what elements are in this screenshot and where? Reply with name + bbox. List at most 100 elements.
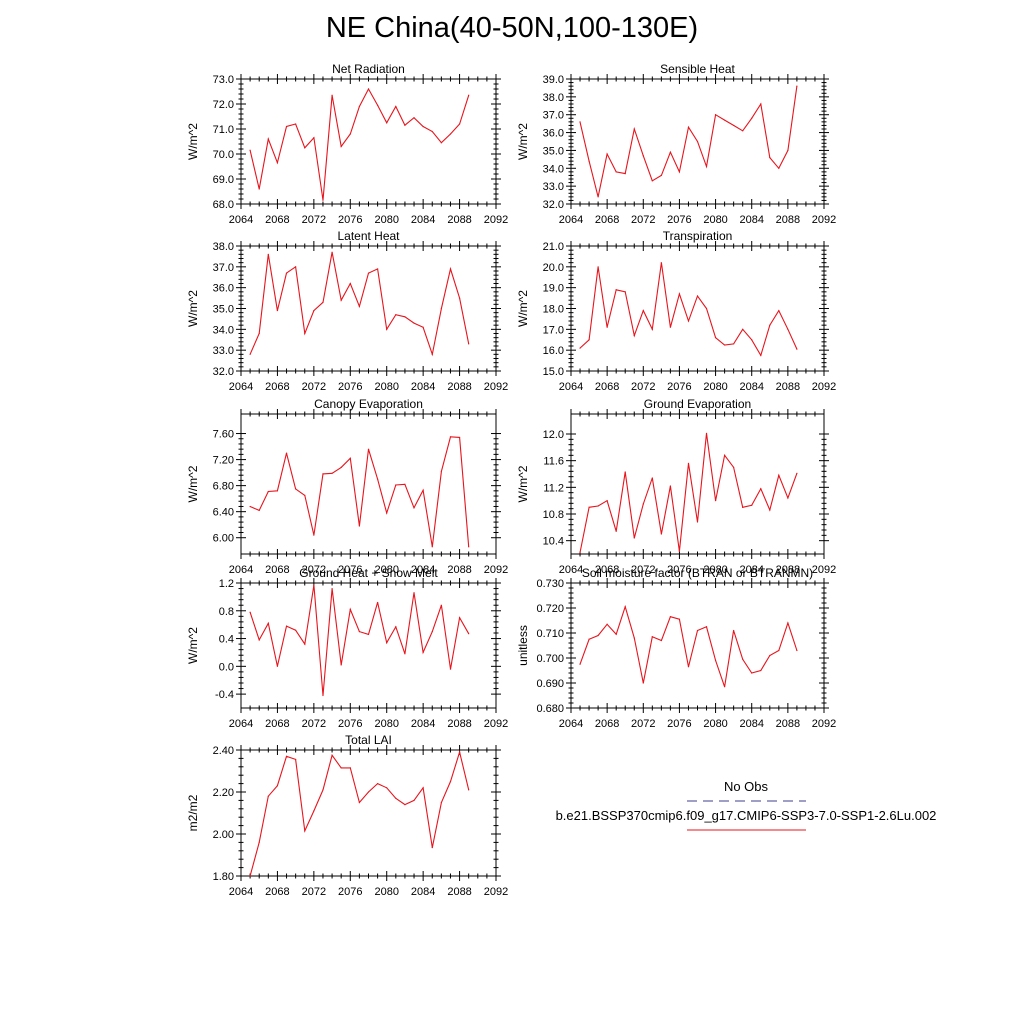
data-point [751,672,753,674]
data-point [760,488,762,490]
x-tick-label: 2080 [374,718,398,730]
data-point [331,94,333,96]
x-tick-label: 2076 [338,886,362,898]
data-point [285,125,288,128]
data-point [395,797,397,799]
chart-title: Ground Heat + Snow Melt [299,566,438,580]
data-point [787,622,789,624]
y-tick-label: 10.4 [543,536,564,548]
x-tick-label: 2064 [229,718,253,730]
data-point [724,686,726,688]
x-tick-label: 2076 [338,381,362,393]
data-point [615,530,617,532]
data-point [377,478,379,480]
data-point [358,305,360,308]
data-point [724,119,726,121]
plot-frame [570,413,825,555]
data-point [642,155,644,157]
data-point [349,133,351,135]
x-tick-label: 2084 [411,381,435,393]
data-point [705,626,708,628]
chart-title: Ground Evaporation [644,397,751,411]
data-point [733,124,735,127]
y-tick-label: 33.0 [543,181,564,193]
y-tick-label: 2.20 [213,787,234,799]
data-point [796,649,798,652]
data-point [377,104,379,106]
y-tick-label: 69.0 [213,174,234,186]
data-point [404,316,406,318]
data-point [579,347,581,349]
y-tick-label: 21.0 [543,241,564,253]
data-point [367,791,370,793]
data-point [633,334,635,337]
data-point [696,521,699,523]
data-point [267,490,269,493]
data-point [340,767,342,769]
data-point [276,665,279,667]
data-point [258,188,260,190]
data-point [431,130,433,133]
data-point [778,167,780,169]
data-point [660,262,662,264]
data-point [787,149,789,152]
y-tick-label: 0.4 [219,634,234,646]
y-axis-label: W/m^2 [186,123,200,160]
data-point [313,137,315,139]
y-tick-label: 6.80 [213,481,234,493]
data-point [295,123,297,125]
x-tick-label: 2072 [302,886,326,898]
x-tick-label: 2076 [338,564,362,576]
x-tick-label: 2068 [595,381,619,393]
data-point [588,160,590,162]
data-point [751,339,753,341]
series-line [249,87,470,201]
data-point [642,503,644,505]
data-point [386,642,388,644]
data-point [295,488,297,490]
x-tick-label: 2068 [265,886,289,898]
y-tick-label: 0.710 [536,628,564,640]
x-tick-label: 2092 [484,381,508,393]
x-tick-label: 2084 [739,214,763,226]
chart-title: Net Radiation [332,62,405,76]
y-tick-label: 20.0 [543,262,564,274]
y-tick-label: 32.0 [213,366,234,378]
plot-frame [240,749,497,877]
data-point [285,272,288,274]
data-point [588,638,590,640]
x-tick-label: 2092 [484,718,508,730]
x-tick-label: 2072 [631,718,655,730]
data-point [714,500,717,502]
data-point [404,483,406,485]
y-axis-label: W/m^2 [516,465,530,502]
y-axis-label: m2/m2 [186,794,200,831]
data-point [733,343,735,345]
data-point [413,507,415,509]
data-point [687,320,690,322]
series-line [249,585,470,696]
data-point [796,472,798,474]
data-point [449,436,452,438]
data-point [642,309,644,312]
x-tick-label: 2088 [447,564,471,576]
data-point [386,787,388,789]
x-tick-label: 2072 [302,718,326,730]
data-point [733,466,735,468]
y-tick-label: 0.720 [536,603,564,615]
data-point [422,125,424,128]
data-point [440,604,442,606]
data-point [276,785,279,787]
data-point [660,533,662,535]
data-point [468,343,470,345]
data-point [404,653,406,655]
x-tick-label: 2068 [265,564,289,576]
legend-obs-label: No Obs [723,779,769,794]
chart-panel-7: Ground Heat + Snow Melt 2064 2068 2072 2076 2… [186,566,508,730]
y-tick-label: 12.0 [543,429,564,441]
data-point [615,289,617,291]
y-tick-label: 19.0 [543,283,564,295]
x-tick-label: 2084 [739,381,763,393]
legend-model-line [687,829,806,831]
data-point [249,611,251,613]
